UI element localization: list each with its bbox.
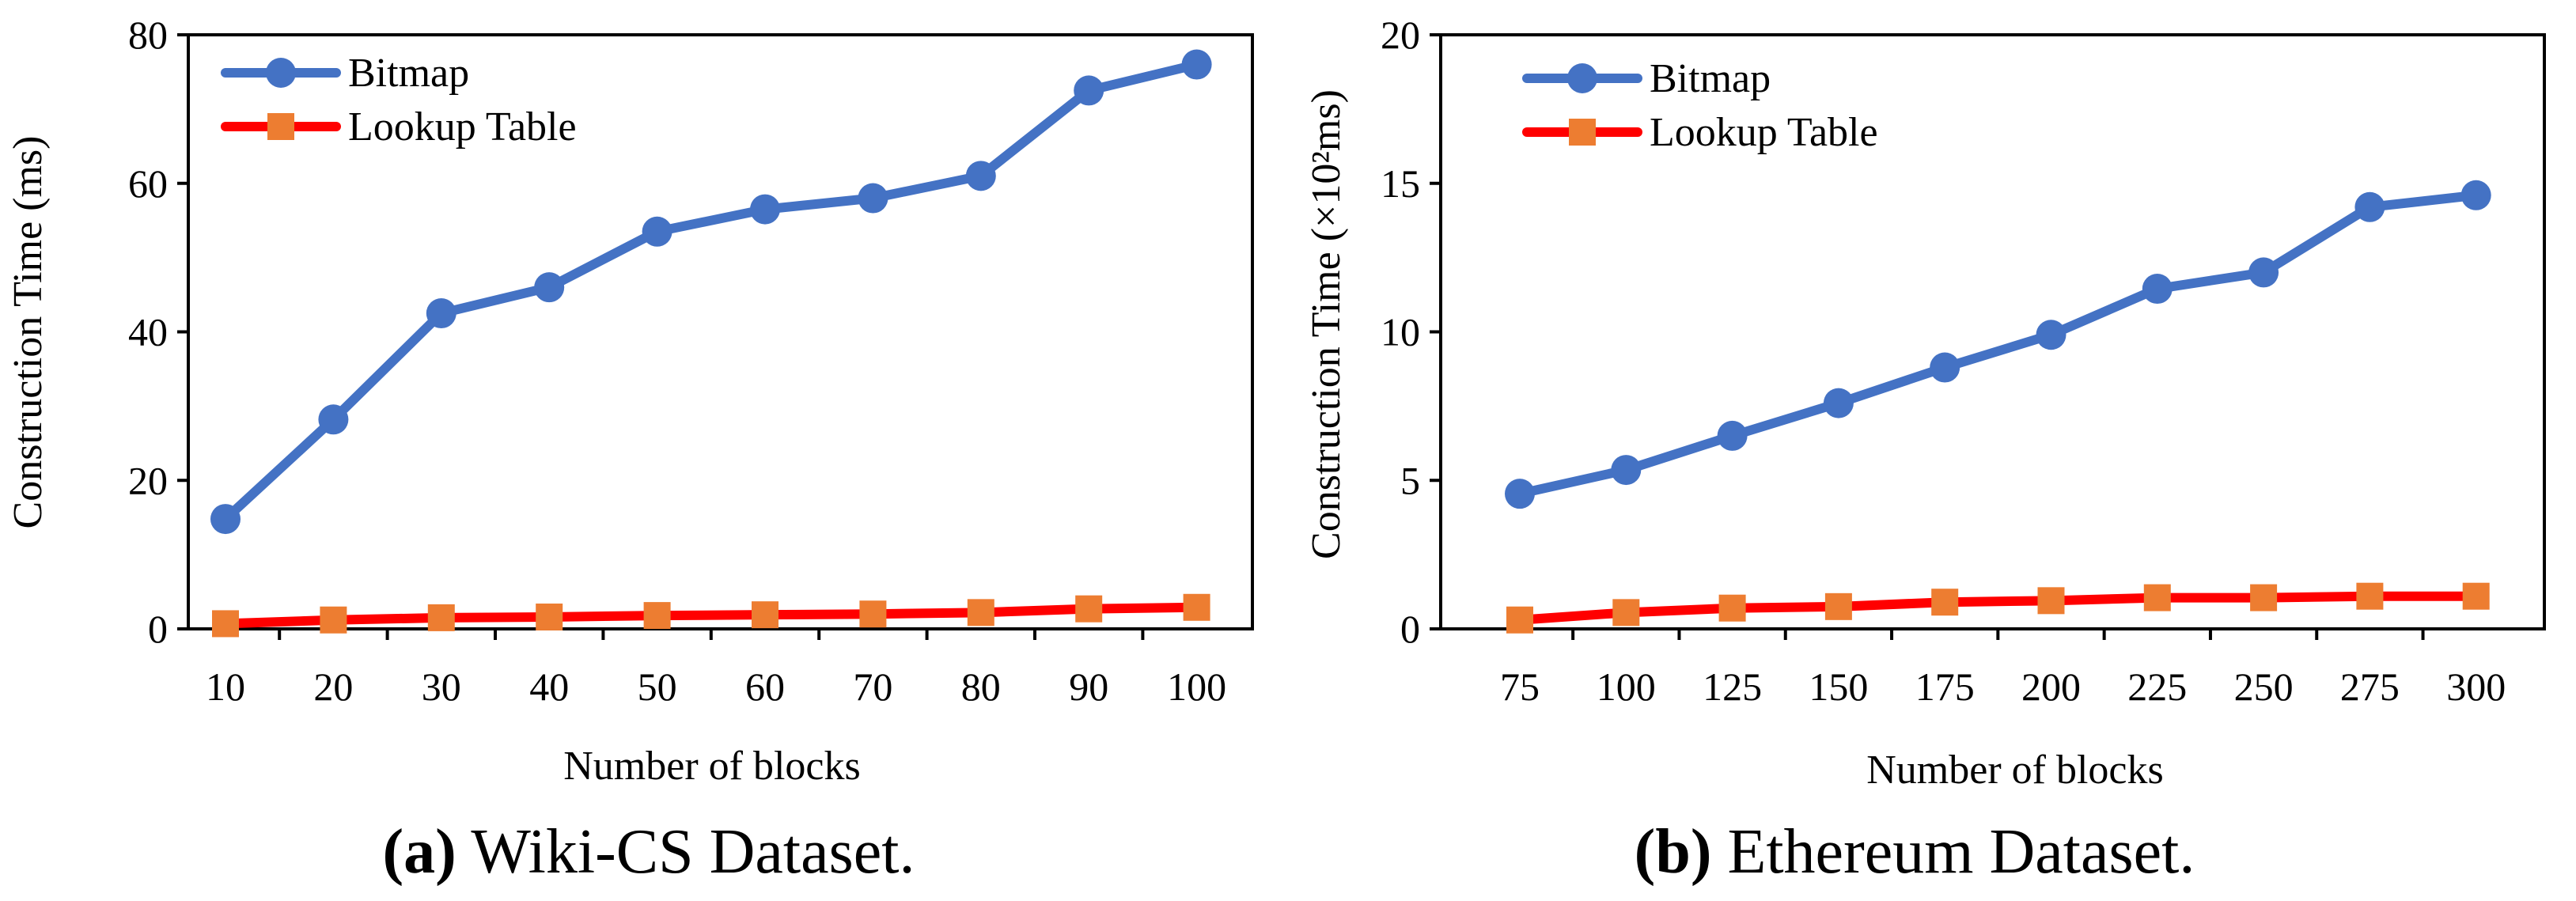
bitmap-point — [1505, 479, 1535, 509]
x-axis-title: Number of blocks — [563, 744, 860, 789]
lookup-table-point — [967, 599, 994, 627]
lookup-table-point — [1075, 595, 1103, 623]
x-tick-label: 250 — [2234, 664, 2294, 709]
lookup-table-point — [1824, 592, 1852, 620]
lookup-table-point — [643, 602, 671, 630]
series-line-bitmap — [221, 59, 1202, 524]
plot-frame — [1439, 33, 2546, 630]
x-tick-label: 100 — [1597, 664, 1656, 709]
bitmap-point — [1611, 455, 1642, 486]
bitmap-point — [1930, 352, 1960, 383]
legend-marker-square — [267, 113, 294, 140]
x-tick-label: 60 — [745, 664, 785, 709]
x-tick-label: 75 — [1500, 664, 1540, 709]
panel-b: 0 5 10 15 20 75 100 125 150 175 200 225 250 275 300 Num… — [1288, 0, 2576, 901]
x-tick-label: 275 — [2340, 664, 2400, 709]
bitmap-point — [2036, 320, 2066, 350]
y-tick-label: 15 — [1381, 161, 1420, 206]
x-tick-label: 40 — [529, 664, 569, 709]
legend-marker-circle — [266, 58, 296, 88]
lookup-table-point — [2462, 582, 2490, 610]
bitmap-point — [642, 216, 672, 247]
legend-marker-square — [1569, 119, 1596, 146]
bitmap-point — [426, 298, 456, 329]
y-tick-label: 0 — [148, 607, 168, 651]
y-axis-title: Construction Time (ms) — [6, 136, 51, 529]
y-tick-label: 80 — [128, 13, 168, 57]
x-tick-label: 90 — [1069, 664, 1108, 709]
y-tick-label: 10 — [1381, 310, 1420, 354]
lookup-table-point — [1931, 589, 1959, 616]
legend-label: Bitmap — [1650, 56, 1771, 101]
caption-b-label: (b) — [1634, 817, 1712, 887]
chart-b: 0 5 10 15 20 75 100 125 150 175 200 225 250 275 300 Num… — [1304, 13, 2546, 793]
x-tick-label: 125 — [1703, 664, 1762, 709]
lookup-table-point — [1718, 594, 1746, 622]
caption-b-text: Ethereum Dataset. — [1727, 817, 2195, 887]
x-tick-label: 30 — [422, 664, 461, 709]
legend-label: Lookup Table — [1650, 110, 1878, 155]
lookup-table-point — [536, 603, 563, 630]
x-tick-label: 80 — [961, 664, 1001, 709]
lookup-table-point — [1506, 606, 1533, 634]
lookup-table-point — [2037, 587, 2065, 615]
bitmap-point — [1717, 420, 1748, 451]
x-tick-label: 70 — [853, 664, 892, 709]
bitmap-point — [1181, 49, 1212, 80]
lookup-table-point — [859, 600, 887, 628]
x-tick-label: 50 — [638, 664, 677, 709]
y-tick-label: 20 — [128, 458, 168, 502]
lookup-table-point — [1612, 599, 1640, 627]
bitmap-point — [750, 194, 780, 225]
series-line-lookup-table — [1515, 591, 2481, 625]
lookup-table-point — [2143, 584, 2171, 611]
x-tick-label: 300 — [2446, 664, 2506, 709]
caption-a-label: (a) — [382, 817, 456, 887]
bitmap-point — [534, 272, 565, 303]
x-tick-label: 10 — [206, 664, 245, 709]
y-tick-label: 60 — [128, 161, 168, 206]
x-tick-label: 225 — [2127, 664, 2187, 709]
legend-label: Lookup Table — [348, 104, 577, 150]
lookup-table-point — [752, 601, 778, 629]
x-tick-label: 20 — [313, 664, 353, 709]
chart-a: 0 20 40 60 80 10 20 30 40 50 60 70 80 90 100 Number of … — [6, 13, 1254, 789]
bitmap-point — [2460, 180, 2491, 210]
bitmap-point — [1823, 388, 1854, 418]
bitmap-point — [1074, 75, 1104, 106]
x-tick-label: 150 — [1809, 664, 1868, 709]
caption-a: (a) Wiki-CS Dataset. — [383, 816, 915, 888]
bitmap-point — [2248, 257, 2279, 288]
panel-a: 0 20 40 60 80 10 20 30 40 50 60 70 80 90 100 Number of … — [6, 13, 1254, 888]
lookup-table-point — [2250, 584, 2278, 611]
y-tick-label: 40 — [128, 310, 168, 354]
bitmap-point — [858, 183, 888, 214]
series-line-lookup-table — [221, 602, 1202, 629]
bitmap-point — [2142, 274, 2173, 305]
bitmap-point — [965, 161, 996, 191]
x-axis-title: Number of blocks — [1866, 748, 2163, 793]
lookup-table-point — [1183, 593, 1210, 621]
lookup-table-point — [2356, 582, 2384, 610]
bitmap-point — [210, 504, 241, 535]
y-tick-label: 0 — [1400, 607, 1420, 651]
x-tick-label: 175 — [1915, 664, 1975, 709]
legend-label: Bitmap — [348, 51, 469, 96]
lookup-table-point — [212, 610, 239, 638]
x-tick-label: 200 — [2021, 664, 2081, 709]
y-tick-label: 20 — [1381, 13, 1420, 57]
caption-b: (b) Ethereum Dataset. — [1635, 816, 2195, 888]
caption-a-text: Wiki-CS Dataset. — [471, 817, 915, 887]
legend-marker-circle — [1567, 63, 1597, 93]
y-axis-title: Construction Time (×10²ms) — [1304, 89, 1349, 559]
bitmap-point — [318, 404, 349, 435]
lookup-table-point — [320, 606, 347, 634]
lookup-table-point — [427, 604, 455, 631]
y-tick-label: 5 — [1400, 458, 1420, 502]
x-tick-label: 100 — [1167, 664, 1226, 709]
bitmap-point — [2354, 191, 2385, 222]
series-line-bitmap — [1515, 190, 2481, 499]
